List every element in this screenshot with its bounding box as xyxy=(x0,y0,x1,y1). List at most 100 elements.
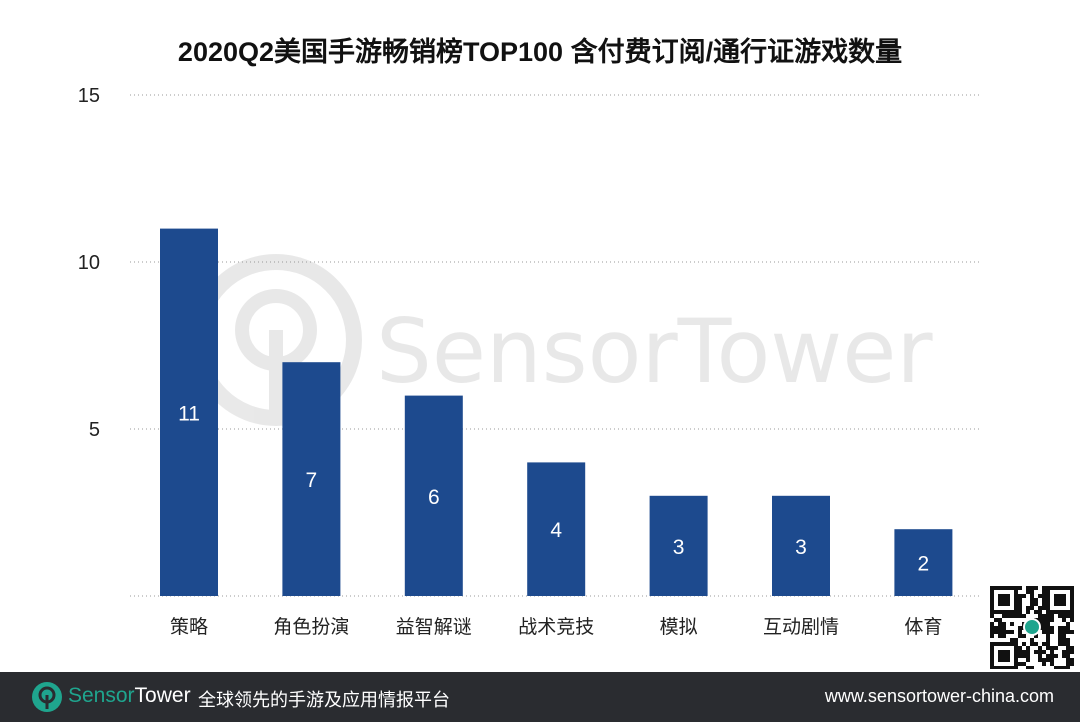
qr-module xyxy=(1042,642,1046,646)
qr-module xyxy=(1058,630,1062,634)
qr-module xyxy=(1054,666,1058,669)
qr-module xyxy=(1058,634,1062,638)
qr-module xyxy=(1050,650,1054,654)
qr-module xyxy=(1022,594,1026,598)
qr-module xyxy=(1022,634,1026,638)
qr-module xyxy=(994,618,998,622)
qr-finder-center xyxy=(998,650,1010,662)
qr-module xyxy=(1018,598,1022,602)
qr-module xyxy=(1050,658,1054,662)
qr-module xyxy=(1018,634,1022,638)
qr-module xyxy=(1046,626,1050,630)
qr-module xyxy=(1002,626,1006,630)
qr-module xyxy=(1014,614,1018,618)
qr-module xyxy=(1062,666,1066,669)
qr-module xyxy=(1042,598,1046,602)
qr-module xyxy=(1034,650,1038,654)
qr-module xyxy=(1034,634,1038,638)
x-tick-label: 角色扮演 xyxy=(273,616,349,638)
qr-module xyxy=(1022,614,1026,618)
qr-module xyxy=(998,622,1002,626)
qr-module xyxy=(1018,586,1022,590)
data-label: 11 xyxy=(178,402,200,425)
qr-module xyxy=(1058,666,1062,669)
qr-module xyxy=(1010,630,1014,634)
qr-module xyxy=(1050,618,1054,622)
y-tick-label: 5 xyxy=(89,419,100,441)
qr-module xyxy=(1050,630,1054,634)
qr-module xyxy=(1026,650,1030,654)
qr-module xyxy=(1070,618,1074,622)
qr-module xyxy=(1050,614,1054,618)
qr-module xyxy=(1034,586,1038,590)
qr-module xyxy=(1066,642,1070,646)
qr-module xyxy=(1070,614,1074,618)
qr-module xyxy=(1058,614,1062,618)
qr-module xyxy=(1062,630,1066,634)
qr-module xyxy=(1018,630,1022,634)
qr-module xyxy=(1062,654,1066,658)
qr-module xyxy=(998,626,1002,630)
data-label: 3 xyxy=(673,536,685,559)
qr-module xyxy=(1034,610,1038,614)
qr-module xyxy=(1030,594,1034,598)
qr-module xyxy=(1002,622,1006,626)
qr-module xyxy=(1054,646,1058,650)
qr-module xyxy=(994,626,998,630)
qr-module xyxy=(1022,654,1026,658)
data-label: 6 xyxy=(428,486,440,509)
qr-module xyxy=(1066,654,1070,658)
qr-module xyxy=(1030,666,1034,669)
qr-code xyxy=(988,585,1076,669)
qr-module xyxy=(1026,646,1030,650)
qr-module xyxy=(1010,638,1014,642)
qr-module xyxy=(1034,602,1038,606)
qr-module xyxy=(1046,634,1050,638)
qr-module xyxy=(1046,618,1050,622)
footer-slogan: 全球领先的手游及应用情报平台 xyxy=(198,690,450,710)
y-tick-label: 15 xyxy=(78,85,100,107)
x-tick-label: 益智解谜 xyxy=(396,616,472,638)
qr-module xyxy=(1042,658,1046,662)
qr-module xyxy=(1042,614,1046,618)
qr-module xyxy=(1018,602,1022,606)
chart-title: 2020Q2美国手游畅销榜TOP100 含付费订阅/通行证游戏数量 xyxy=(177,37,903,67)
qr-module xyxy=(1026,658,1030,662)
qr-module xyxy=(1018,662,1022,666)
qr-module xyxy=(1042,618,1046,622)
qr-module xyxy=(1062,638,1066,642)
qr-module xyxy=(1066,614,1070,618)
sensortower-logo-icon xyxy=(32,682,62,712)
qr-module xyxy=(1006,614,1010,618)
qr-module xyxy=(1018,646,1022,650)
qr-module xyxy=(1038,614,1042,618)
bar-chart: SensorTower 5 10 15 11 策略 7 角色扮演 6 益智解谜 4 战术竞技 3 模拟… xyxy=(78,85,980,638)
qr-module xyxy=(1050,626,1054,630)
qr-module xyxy=(1062,618,1066,622)
footer-url[interactable]: www.sensortower-china.com xyxy=(824,686,1054,706)
qr-module xyxy=(1066,658,1070,662)
qr-module xyxy=(1042,662,1046,666)
qr-module xyxy=(1030,638,1034,642)
qr-module xyxy=(990,622,994,626)
qr-module xyxy=(1066,662,1070,666)
qr-module xyxy=(1038,610,1042,614)
qr-module xyxy=(1018,626,1022,630)
qr-module xyxy=(1066,666,1070,669)
qr-module xyxy=(1026,654,1030,658)
qr-module xyxy=(1018,650,1022,654)
qr-module xyxy=(1062,650,1066,654)
qr-module xyxy=(1062,634,1066,638)
qr-module xyxy=(1026,606,1030,610)
qr-module xyxy=(1014,638,1018,642)
qr-module xyxy=(1038,646,1042,650)
qr-finder-center xyxy=(998,594,1010,606)
data-label: 7 xyxy=(306,469,318,492)
qr-module xyxy=(1038,658,1042,662)
qr-module xyxy=(1070,662,1074,666)
qr-module xyxy=(1042,650,1046,654)
qr-module xyxy=(1042,594,1046,598)
y-tick-label: 10 xyxy=(78,252,100,274)
qr-module xyxy=(1010,622,1014,626)
qr-module xyxy=(1034,598,1038,602)
